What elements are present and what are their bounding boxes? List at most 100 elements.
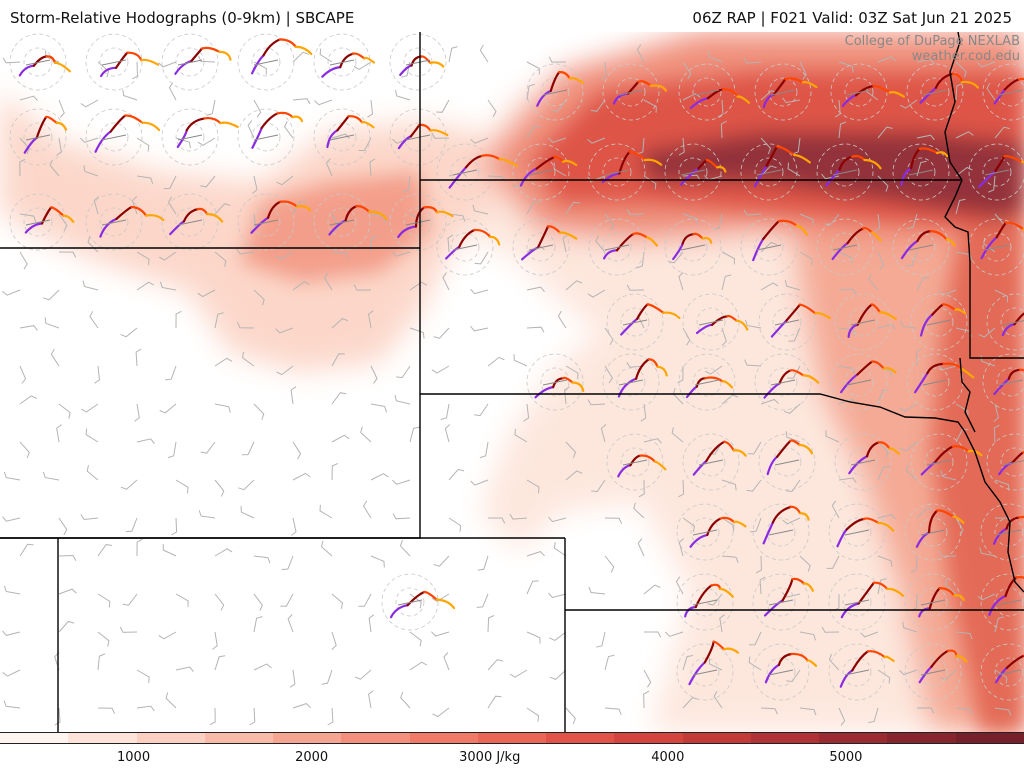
- hodograph-ring: [816, 218, 874, 276]
- hodograph-ring: [676, 643, 734, 701]
- wind-barb: [4, 585, 21, 595]
- wind-barb: [994, 707, 1012, 716]
- hodograph-trace-segment: [326, 129, 339, 149]
- wind-barb: [595, 235, 606, 253]
- wind-barb: [799, 61, 807, 80]
- wind-barb: [785, 431, 801, 443]
- hodograph-ring: [848, 447, 878, 477]
- hodograph-trace-segment: [862, 226, 874, 234]
- hodograph-ring: [752, 503, 810, 561]
- wind-barb: [799, 707, 817, 716]
- hodograph-trace-segment: [839, 669, 854, 688]
- wind-barb: [678, 538, 685, 557]
- wind-barb: [474, 403, 489, 417]
- wind-barb: [89, 311, 99, 329]
- storm-motion-arrow: [908, 244, 934, 251]
- hodograph-trace-segment: [771, 505, 792, 524]
- wind-barb: [565, 201, 580, 215]
- hodograph-ring: [982, 63, 1024, 121]
- wind-barb: [626, 362, 645, 368]
- hodograph-trace-segment: [291, 115, 304, 123]
- wind-barb: [955, 198, 966, 215]
- hodograph-trace-segment: [763, 599, 784, 617]
- hodograph-trace-segment: [854, 85, 875, 97]
- hodograph-trace-segment: [863, 158, 882, 170]
- hodograph-ring: [986, 293, 1024, 351]
- storm-motion-arrow: [329, 134, 355, 141]
- wind-barb: [252, 175, 258, 194]
- wind-barb: [705, 365, 723, 375]
- wind-barb: [3, 471, 21, 481]
- hodograph-trace-segment: [920, 313, 934, 337]
- hodograph-ring: [690, 587, 720, 617]
- hodograph-ring: [161, 108, 219, 166]
- wind-barb: [19, 365, 27, 384]
- wind-barb: [292, 441, 302, 460]
- hodograph-ring: [526, 157, 556, 187]
- hodograph-trace-segment: [938, 587, 956, 597]
- hodograph-trace-segment: [722, 647, 740, 654]
- wind-barb: [760, 707, 778, 715]
- wind-barb: [175, 479, 189, 494]
- wind-barb: [214, 312, 224, 329]
- hodograph-trace-segment: [546, 225, 562, 234]
- wind-barb: [368, 614, 375, 633]
- wind-barb: [782, 592, 801, 598]
- wind-barb: [396, 365, 411, 379]
- wind-barb: [994, 669, 1008, 684]
- wind-barb: [644, 631, 662, 638]
- storm-motion-arrow: [177, 134, 203, 141]
- hodograph-ring: [540, 367, 570, 397]
- wind-barb: [916, 58, 935, 65]
- hodograph-trace-segment: [718, 587, 734, 598]
- wind-barb: [513, 354, 528, 367]
- wind-barb: [284, 121, 294, 139]
- wind-barb: [168, 82, 177, 101]
- wind-barb: [526, 551, 545, 557]
- hodograph-trace-segment: [806, 659, 818, 667]
- wind-barb: [838, 327, 856, 336]
- wind-barb: [877, 669, 891, 684]
- wind-barb: [900, 441, 918, 452]
- wind-barb: [80, 514, 99, 521]
- wind-barb: [197, 289, 216, 298]
- wind-barb: [824, 213, 840, 226]
- hodograph-trace-segment: [954, 308, 967, 315]
- wind-barb: [367, 99, 374, 118]
- hodograph-trace-segment: [458, 228, 476, 248]
- wind-barb: [782, 97, 801, 104]
- hodograph-trace-segment: [705, 158, 719, 169]
- hodograph-trace-segment: [45, 115, 58, 124]
- wind-barb: [167, 441, 177, 459]
- hodograph-ring: [830, 157, 860, 187]
- wind-barb: [994, 126, 1010, 139]
- hodograph-trace-segment: [553, 155, 565, 163]
- wind-barb: [19, 251, 28, 270]
- hodograph-trace-segment: [945, 238, 956, 247]
- hodograph-ring: [828, 503, 886, 561]
- hodograph-trace-segment: [704, 376, 724, 383]
- wind-barb: [526, 479, 540, 494]
- wind-barb: [916, 507, 933, 519]
- wind-barb: [474, 251, 489, 265]
- wind-barb: [358, 137, 372, 151]
- wind-barb: [367, 310, 374, 329]
- storm-motion-arrow: [774, 319, 800, 326]
- wind-barb: [877, 466, 890, 481]
- wind-barb: [977, 593, 996, 601]
- credit-website: weather.cod.edu: [911, 49, 1020, 64]
- map-panel[interactable]: [0, 32, 1024, 732]
- hodograph-trace-segment: [900, 239, 919, 260]
- hodograph-trace-segment: [914, 372, 929, 394]
- hodograph-trace-segment: [1004, 576, 1018, 597]
- wind-barb: [175, 666, 194, 673]
- hodograph-trace-segment: [18, 64, 35, 77]
- storm-motion-arrow: [680, 169, 706, 176]
- wind-barb: [292, 201, 306, 215]
- storm-motion-arrow: [177, 219, 203, 226]
- wind-barb: [119, 626, 138, 633]
- storm-motion-arrow: [397, 599, 423, 606]
- map-canvas[interactable]: [0, 32, 1024, 732]
- wind-barb: [565, 470, 583, 481]
- storm-motion-arrow: [768, 529, 794, 536]
